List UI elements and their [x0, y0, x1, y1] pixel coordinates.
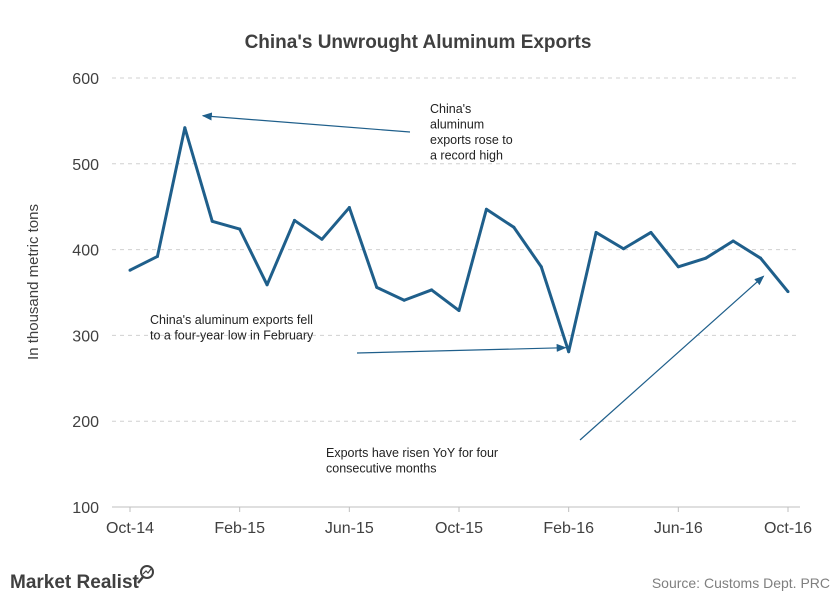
data-point: [567, 350, 571, 354]
data-point: [457, 309, 461, 313]
data-point: [704, 256, 708, 260]
data-point: [320, 237, 324, 241]
data-point: [265, 283, 269, 287]
x-tick-label: Jun-15: [325, 520, 374, 537]
brand-name: Market Realist: [10, 572, 140, 593]
annotation-text: exports rose to: [430, 133, 513, 147]
data-point: [759, 256, 763, 260]
data-point: [484, 207, 488, 211]
chart-title: China's Unwrought Aluminum Exports: [245, 32, 592, 53]
y-tick-label: 600: [72, 71, 99, 88]
data-point: [402, 298, 406, 302]
x-tick-label: Feb-16: [543, 520, 594, 537]
annotation-text: aluminum: [430, 118, 484, 132]
market-realist-logo: Market Realist: [10, 565, 154, 593]
x-tick-label: Oct-15: [435, 520, 483, 537]
y-tick-label: 400: [72, 243, 99, 260]
data-point: [210, 219, 214, 223]
y-tick-label: 100: [72, 500, 99, 517]
data-point: [375, 285, 379, 289]
data-point: [649, 230, 653, 234]
x-tick-labels: Oct-14 Feb-15 Jun-15 Oct-15 Feb-16 Jun-16 Oct-…: [106, 507, 812, 537]
data-point: [539, 265, 543, 269]
annotation-text: a record high: [430, 149, 503, 163]
x-tick-label: Oct-16: [764, 520, 812, 537]
y-tick-label: 500: [72, 157, 99, 174]
source-note: Source: Customs Dept. PRC: [652, 575, 830, 591]
annotation-arrow: [356, 343, 567, 354]
annotation-text: to a four-year low in February: [150, 329, 314, 343]
annotation-text: Exports have risen YoY for four: [326, 446, 498, 460]
annotation-text: consecutive months: [326, 462, 436, 476]
annotation-arrow: [579, 275, 765, 441]
magnifier-icon: [137, 565, 154, 584]
data-point: [512, 225, 516, 229]
gridlines: [112, 77, 800, 508]
annotation-arrow: [201, 112, 411, 133]
data-point: [594, 230, 598, 234]
data-point: [293, 218, 296, 222]
x-tick-label: Jun-16: [654, 520, 703, 537]
y-tick-labels: 100 200 300 400 500 600: [72, 71, 99, 517]
x-tick-label: Feb-15: [214, 520, 265, 537]
data-point: [128, 268, 132, 272]
data-point: [238, 227, 242, 231]
y-tick-label: 200: [72, 414, 99, 431]
annotation-text: China's aluminum exports fell: [150, 313, 313, 327]
series-layer: [128, 126, 790, 354]
data-point: [183, 126, 187, 130]
y-axis-label: In thousand metric tons: [25, 204, 42, 360]
data-point: [430, 288, 434, 292]
data-point: [155, 254, 159, 258]
data-point: [622, 247, 625, 251]
x-tick-label: Oct-14: [106, 520, 154, 537]
data-point: [676, 265, 680, 269]
y-tick-label: 300: [72, 328, 99, 345]
annotation-text: China's: [430, 102, 471, 116]
data-point: [786, 290, 790, 294]
data-point: [731, 239, 735, 243]
data-point: [347, 206, 351, 210]
